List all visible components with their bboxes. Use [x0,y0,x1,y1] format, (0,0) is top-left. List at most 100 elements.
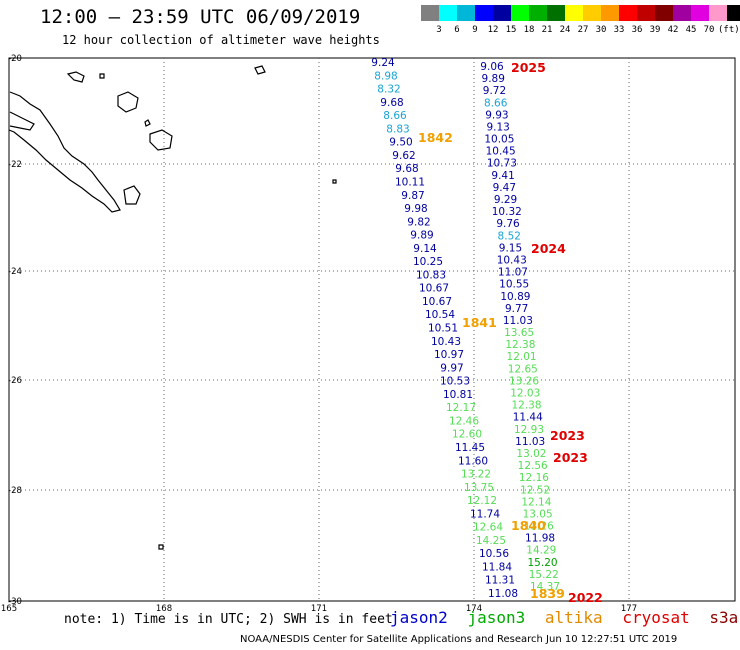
longitude-labels: 165 168 171 174 177 [1,604,637,614]
wave-height-value: 8.66 [383,110,407,122]
wave-height-value: 9.82 [407,216,430,228]
colorbar-label: 42 [667,25,679,35]
colorbar-label: 39 [649,25,661,35]
latitude-label: -20 [8,54,22,64]
wave-height-value: 11.60 [458,455,488,467]
wave-height-value: 10.05 [484,134,514,146]
wave-height-value: 9.50 [389,137,412,149]
wave-height-value: 8.52 [498,230,521,242]
wave-height-value: 13.75 [464,482,494,494]
colorbar-label: 21 [541,25,553,35]
wave-height-value: 11.74 [470,508,500,520]
wave-height-value: 13.26 [524,521,554,533]
colorbar-swatch [493,5,511,21]
wave-height-value: 11.45 [455,442,485,454]
wave-height-value: 15.22 [529,569,559,581]
wave-height-value: 9.98 [404,203,427,215]
revolution-labels: 2025 1842 2024 1841 2023 2023 1840 1839 2022 [418,60,603,605]
wave-height-value: 12.46 [449,415,479,427]
wave-height-value: 12.52 [520,484,550,496]
map-frame [8,57,736,602]
wave-height-value: 10.97 [434,349,464,361]
wave-height-value: 12.14 [521,496,551,508]
wave-height-value: 9.89 [482,73,505,85]
colorbar-swatch [529,5,547,21]
legend-s3a: s3a [709,608,739,627]
wave-height-value: 9.47 [493,182,516,194]
colorbar-swatch [547,5,565,21]
pass-number-label: 1842 [418,130,453,145]
wave-height-value: 8.98 [374,70,397,82]
colorbar-swatch [475,5,493,21]
colorbar-label: 36 [631,25,643,35]
pass-number-label: 2024 [531,241,566,256]
longitude-label: 168 [156,604,172,614]
latitude-label: -26 [8,376,22,386]
colorbar-label: 33 [613,25,625,35]
colorbar-swatch [727,5,740,21]
wave-height-value: 13.26 [509,375,539,387]
wave-height-value: 12.65 [508,363,538,375]
wave-height-value: 11.84 [482,561,512,573]
wave-height-value: 9.14 [413,243,437,255]
latitude-label: -22 [8,160,22,170]
colorbar-swatch [673,5,691,21]
wave-height-value: 14.29 [526,545,556,557]
pass-number-label: 2025 [511,60,546,75]
latitude-label: -28 [8,486,22,496]
satellite-legend: jason2 jason3 altika cryosat s3a [390,608,740,627]
legend-altika: altika [544,608,603,627]
wave-height-value: 9.97 [440,362,463,374]
colorbar-label: 12 [487,25,499,35]
map-title: 12:00 – 23:59 UTC 06/09/2019 [40,6,361,28]
wave-height-value: 11.44 [513,412,543,424]
pass-number-label: 1840 [511,518,546,533]
longitude-label: 165 [1,604,17,614]
wave-height-value: 12.16 [519,472,549,484]
wave-height-value: 12.64 [473,522,503,534]
colorbar-label: 45 [685,25,697,35]
wave-height-value: 11.98 [525,533,555,545]
colorbar-label: 27 [577,25,589,35]
wave-height-value: 9.89 [410,230,433,242]
wave-height-value: 11.07 [498,267,528,279]
pass-number-label: 1839 [530,586,565,601]
pass-number-label: 2023 [553,450,588,465]
wave-height-value: 9.13 [486,121,509,133]
wave-height-value: 10.56 [479,548,509,560]
colorbar-label: 3 [436,25,442,35]
wave-height-value: 14.37 [530,581,560,593]
wave-height-value: 9.77 [505,303,528,315]
wave-height-value: 13.65 [504,327,534,339]
map-subtitle: 12 hour collection of altimeter wave hei… [62,33,380,47]
wave-height-value: 10.25 [413,256,443,268]
wave-height-value: 9.76 [496,218,520,230]
wave-height-value: 9.15 [499,242,522,254]
colorbar-label: 6 [454,25,460,35]
wave-height-value: 10.43 [497,254,527,266]
colorbar-swatch [583,5,601,21]
colorbar-label: 24 [559,25,571,35]
latitude-label: -24 [8,267,22,277]
wave-height-value: 13.22 [461,469,491,481]
wave-height-value: 10.67 [419,283,449,295]
colorbar-swatch [709,5,727,21]
wave-height-value: 9.72 [483,85,506,97]
colorbar-swatch [457,5,475,21]
legend-jason3: jason3 [467,608,526,627]
wave-height-value: 12.01 [507,351,537,363]
wave-height-value: 10.55 [499,279,529,291]
pass-number-label: 2022 [568,590,603,605]
colorbar-swatch [637,5,655,21]
latitude-labels: -20 -22 -24 -26 -28 -30 [8,54,22,607]
wave-height-value: 9.87 [401,190,424,202]
legend-cryosat: cryosat [622,608,690,627]
coastline [8,65,337,550]
wave-height-value: 12.17 [446,402,476,414]
wave-height-value: 13.05 [523,508,553,520]
colorbar-label: (ft) [718,25,740,35]
jason2-track: 9.248.988.329.688.668.839.509.629.6810.1… [371,57,518,600]
pass-number-label: 1841 [462,315,497,330]
wave-height-value: 11.03 [503,315,533,327]
colorbar-swatch [619,5,637,21]
